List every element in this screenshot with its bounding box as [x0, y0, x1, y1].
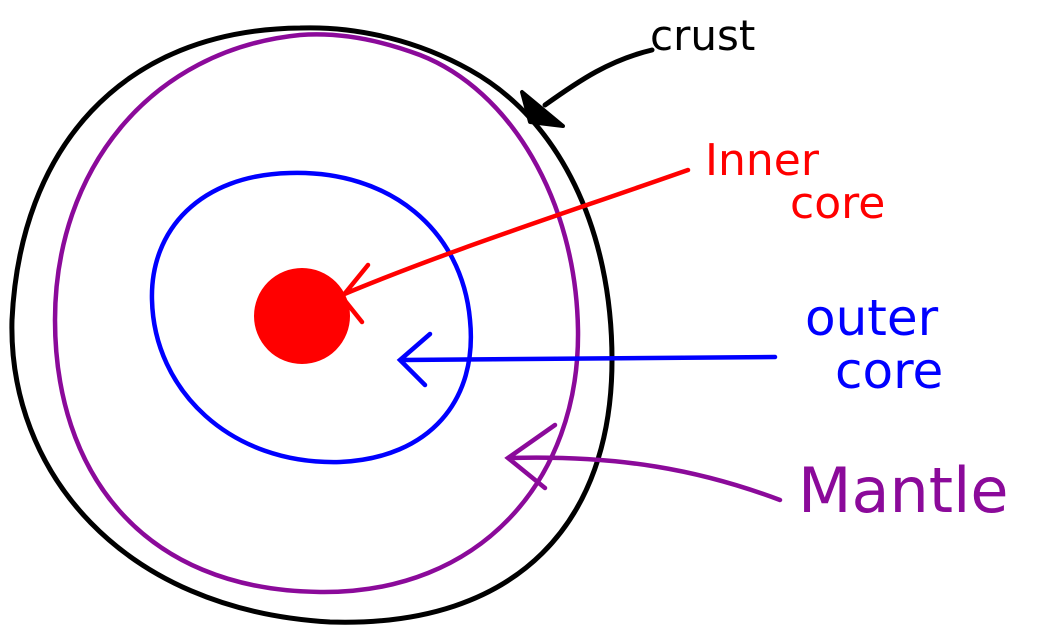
inner-core: [256, 270, 348, 362]
outer-core-label: outer: [805, 289, 939, 347]
outer-core-label: core: [835, 342, 943, 400]
mantle-label: Mantle: [798, 454, 1008, 527]
inner-core-label: core: [790, 178, 885, 229]
inner-core-arrow: [342, 170, 688, 322]
outer-core-arrow: [400, 334, 775, 385]
crust-arrow: [545, 50, 652, 105]
earth-layers-diagram: crust Inner core outer core Mantle: [0, 0, 1045, 630]
page: {"labels": [ {"lines": ["crust"]}, {"lin…: [0, 0, 1045, 630]
crust-label: crust: [650, 11, 755, 60]
